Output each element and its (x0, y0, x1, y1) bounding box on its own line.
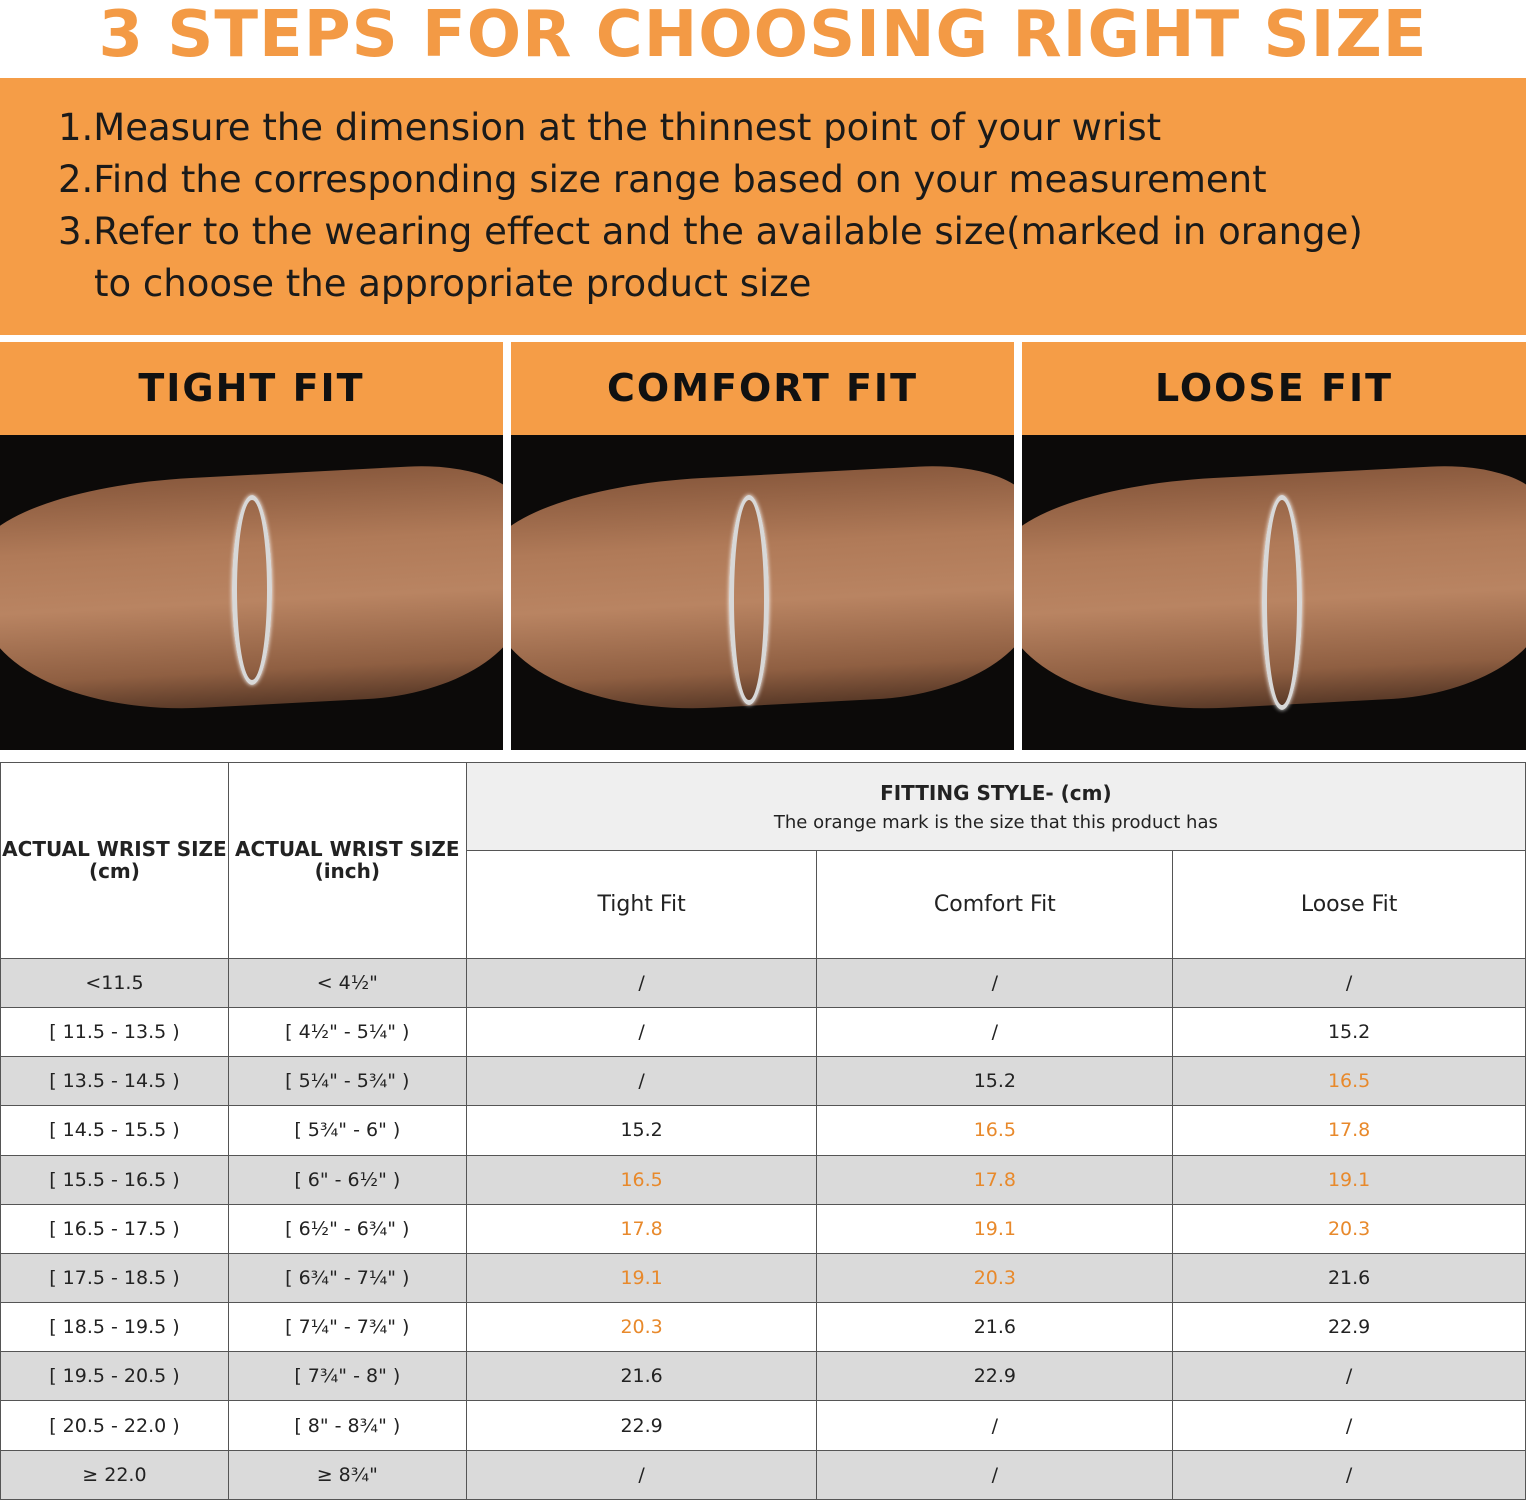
table-row: [ 16.5 - 17.5 )[ 6½" - 6¾" ) 17.8 19.1 20.3 (0, 1203, 1526, 1254)
table-cell: < 4½" (227, 957, 467, 1008)
table-cell: [ 4½" - 5¼" ) (227, 1006, 467, 1058)
table-cell: <11.5 (0, 957, 229, 1008)
table-cell: / (816, 1400, 1174, 1451)
fit-heading: LOOSE FIT (1022, 342, 1526, 435)
table-cell: 21.6 (465, 1351, 818, 1402)
table-row: [ 15.5 - 16.5 )[ 6" - 6½" ) 16.5 17.8 19.1 (0, 1154, 1526, 1205)
table-cell: [ 6¾" - 7¼" ) (227, 1252, 467, 1304)
table-row: [ 17.5 - 18.5 )[ 6¾" - 7¼" ) 19.1 20.3 21.6 (0, 1252, 1526, 1304)
table-cell: 17.8 (1172, 1105, 1526, 1156)
table-cell: / (465, 957, 818, 1008)
header-loose: Loose Fit (1172, 850, 1526, 959)
table-row: [ 13.5 - 14.5 )[ 5¼" - 5¾" )/15.2 16.5 (0, 1056, 1526, 1107)
table-row: [ 19.5 - 20.5 )[ 7¾" - 8" ) 21.6 22.9/ (0, 1351, 1526, 1402)
table-cell: / (816, 957, 1174, 1008)
table-cell: [ 6½" - 6¾" ) (227, 1203, 467, 1254)
wrist-photo (511, 435, 1014, 750)
table-cell: 20.3 (465, 1302, 818, 1353)
table-cell: 16.5 (816, 1105, 1174, 1156)
table-cell: / (816, 1449, 1174, 1500)
fitting-style-header: FITTING STYLE- (cm) The orange mark is th… (465, 761, 1526, 852)
table-cell: [ 20.5 - 22.0 ) (0, 1400, 229, 1451)
table-cell: [ 17.5 - 18.5 ) (0, 1252, 229, 1304)
table-cell: 19.1 (465, 1252, 818, 1304)
table-cell: 15.2 (1172, 1006, 1526, 1058)
table-cell: [ 11.5 - 13.5 ) (0, 1006, 229, 1058)
table-cell: 22.9 (1172, 1302, 1526, 1353)
table-cell: 20.3 (816, 1252, 1174, 1304)
table-cell: [ 7¼" - 7¾" ) (227, 1302, 467, 1353)
table-cell: ≥ 22.0 (0, 1449, 229, 1500)
size-table: ACTUAL WRIST SIZE (cm) ACTUAL WRIST SIZE(… (0, 761, 1526, 1500)
step-3: 3.Refer to the wearing effect and the av… (58, 210, 1363, 253)
table-cell: / (1172, 1400, 1526, 1451)
table-cell: 21.6 (816, 1302, 1174, 1353)
table-row: [ 18.5 - 19.5 )[ 7¼" - 7¾" ) 20.3 21.6 22.9 (0, 1302, 1526, 1353)
table-cell: 19.1 (816, 1203, 1174, 1254)
wrist-photo (0, 435, 503, 750)
table-cell: [ 19.5 - 20.5 ) (0, 1351, 229, 1402)
fit-heading: TIGHT FIT (0, 342, 503, 435)
table-row: <11.5 < 4½" / / / (0, 957, 1526, 1008)
table-cell: [ 18.5 - 19.5 ) (0, 1302, 229, 1353)
table-cell: [ 8" - 8¾" ) (227, 1400, 467, 1451)
step-1: 1.Measure the dimension at the thinnest … (58, 106, 1162, 149)
tight-fit-panel: TIGHT FIT (0, 342, 503, 750)
table-cell: / (1172, 957, 1526, 1008)
header-cm: ACTUAL WRIST SIZE (cm) (0, 762, 229, 959)
table-cell: 20.3 (1172, 1203, 1526, 1254)
step-2: 2.Find the corresponding size range base… (58, 158, 1267, 201)
table-cell: 16.5 (1172, 1056, 1526, 1107)
table-cell: 21.6 (1172, 1252, 1526, 1304)
table-cell: [ 6" - 6½" ) (227, 1154, 467, 1205)
loose-fit-panel: LOOSE FIT (1022, 342, 1526, 750)
table-cell: / (1172, 1449, 1526, 1500)
table-row: [ 11.5 - 13.5 )[ 4½" - 5¼" ) //15.2 (0, 1006, 1526, 1058)
table-cell: 19.1 (1172, 1154, 1526, 1205)
table-row: ≥ 22.0 ≥ 8¾" / / / (0, 1449, 1526, 1500)
table-cell: 17.8 (816, 1154, 1174, 1205)
header-comfort: Comfort Fit (816, 850, 1174, 959)
step-3-cont: to choose the appropriate product size (94, 262, 812, 305)
comfort-fit-panel: COMFORT FIT (511, 342, 1014, 750)
table-cell: [ 5¾" - 6" ) (227, 1105, 467, 1156)
table-row: [ 14.5 - 15.5 )[ 5¾" - 6" ) 15.2 16.5 17.8 (0, 1105, 1526, 1156)
table-cell: / (465, 1056, 818, 1107)
steps-panel: 1.Measure the dimension at the thinnest … (0, 78, 1526, 335)
table-cell: [ 7¾" - 8" ) (227, 1351, 467, 1402)
table-cell: [ 16.5 - 17.5 ) (0, 1203, 229, 1254)
header-inch: ACTUAL WRIST SIZE (inch) (227, 762, 467, 959)
table-cell: 15.2 (465, 1105, 818, 1156)
table-cell: ≥ 8¾" (227, 1449, 467, 1500)
table-cell: [ 13.5 - 14.5 ) (0, 1056, 229, 1107)
table-cell: 22.9 (816, 1351, 1174, 1402)
page-title: 3 STEPS FOR CHOOSING RIGHT SIZE (98, 0, 1428, 72)
header-tight: Tight Fit (465, 850, 818, 959)
table-cell: [ 14.5 - 15.5 ) (0, 1105, 229, 1156)
table-cell: [ 5¼" - 5¾" ) (227, 1056, 467, 1107)
table-cell: 16.5 (465, 1154, 818, 1205)
table-cell: / (465, 1006, 818, 1058)
table-cell: 17.8 (465, 1203, 818, 1254)
fit-heading: COMFORT FIT (511, 342, 1014, 435)
table-cell: 15.2 (816, 1056, 1174, 1107)
wrist-photo (1022, 435, 1526, 750)
table-cell: 22.9 (465, 1400, 818, 1451)
table-cell: / (1172, 1351, 1526, 1402)
table-cell: [ 15.5 - 16.5 ) (0, 1154, 229, 1205)
table-row: [ 20.5 - 22.0 )[ 8" - 8¾" ) 22.9// (0, 1400, 1526, 1451)
table-cell: / (465, 1449, 818, 1500)
table-cell: / (816, 1006, 1174, 1058)
